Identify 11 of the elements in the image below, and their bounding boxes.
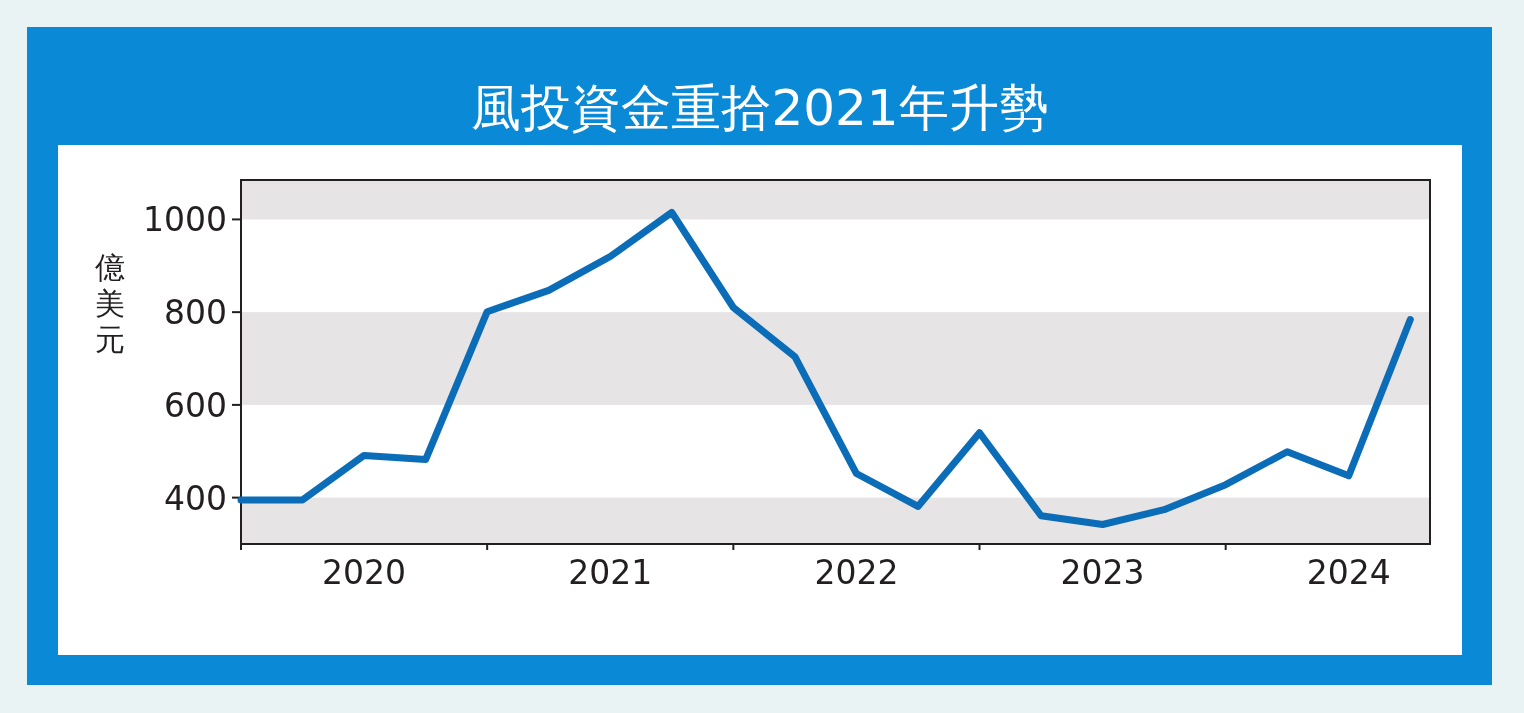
y-axis-title: 億美元 [95,250,125,357]
x-tick-label: 2024 [1306,553,1391,592]
y-tick-label: 800 [164,293,227,333]
x-tick-label: 2023 [1060,553,1145,592]
y-tick-label: 600 [164,385,227,425]
x-tick-label: 2020 [322,553,407,592]
x-tick-label: 2022 [814,553,899,592]
y-tick-label: 1000 [143,200,227,240]
y-tick-label: 400 [164,478,227,518]
chart-title: 風投資金重拾2021年升勢 [471,79,1049,137]
x-tick-label: 2021 [568,553,653,592]
